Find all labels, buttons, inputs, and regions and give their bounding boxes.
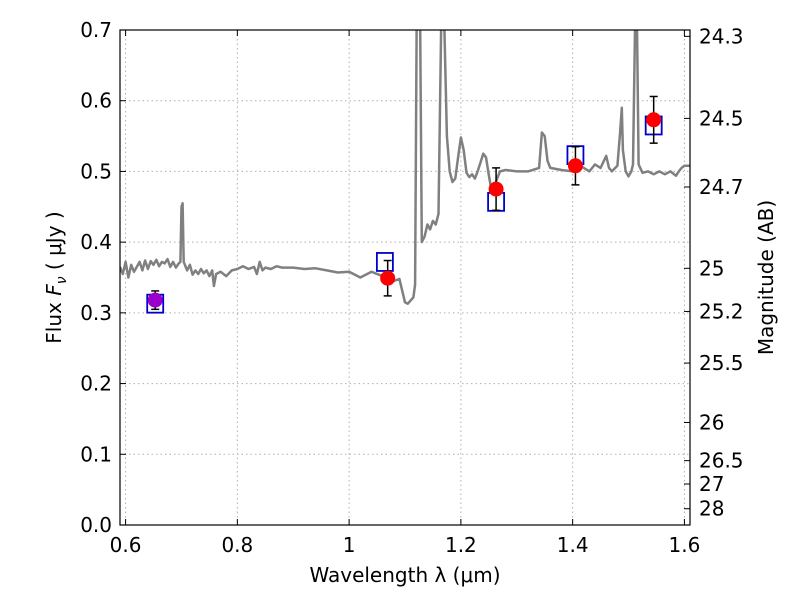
y-tick-label: 0.3 — [80, 301, 112, 325]
magnitude-tick-label: 25 — [699, 256, 724, 280]
y-tick-label: 0.1 — [80, 442, 112, 466]
x-tick-label: 1.2 — [445, 533, 477, 557]
grid-lines — [120, 29, 690, 526]
magnitude-tick-label: 24.5 — [699, 106, 744, 130]
magnitude-tick-label: 26.5 — [699, 449, 744, 473]
magnitude-tick-label: 28 — [699, 497, 724, 521]
magnitude-tick-label: 27 — [699, 472, 724, 496]
observed-point — [380, 270, 396, 286]
y-tick-label: 0.7 — [80, 18, 112, 42]
magnitude-tick-label: 24.7 — [699, 175, 744, 199]
plot-area — [120, 30, 690, 314]
x-tick-label: 1 — [343, 533, 356, 557]
observed-point — [147, 292, 163, 308]
y-tick-label: 0.4 — [80, 230, 112, 254]
y-tick-label: 0.2 — [80, 372, 112, 396]
axis-ticks: 0.6 0.8 1 1.2 1.4 1.6 0.0 0.1 0.2 0.3 0.4 0.5 0.6 0.7… — [80, 18, 743, 557]
y-tick-label: 0.5 — [80, 159, 112, 183]
observed-point — [488, 181, 504, 197]
x-tick-label: 0.8 — [221, 533, 253, 557]
x-tick-label: 1.6 — [669, 533, 701, 557]
observed-point — [646, 112, 662, 128]
model-photometry-box — [375, 252, 394, 272]
axes-frame — [119, 29, 691, 526]
observed-point — [567, 158, 583, 174]
y-tick-label: 0.0 — [80, 513, 112, 537]
y-axis-label: Flux Fν ( μJy ) — [42, 211, 70, 343]
magnitude-tick-label: 25.2 — [699, 299, 744, 323]
x-tick-label: 1.4 — [557, 533, 589, 557]
spectrum-line — [120, 30, 690, 305]
magnitude-tick-label: 26 — [699, 410, 724, 434]
y-tick-label: 0.6 — [80, 89, 112, 113]
magnitude-tick-label: 24.3 — [699, 24, 744, 48]
x-tick-label: 0.6 — [110, 533, 142, 557]
y-axis-right-label: Magnitude (AB) — [754, 200, 778, 355]
x-axis-label: Wavelength λ (μm) — [309, 563, 500, 587]
magnitude-tick-label: 25.5 — [699, 351, 744, 375]
